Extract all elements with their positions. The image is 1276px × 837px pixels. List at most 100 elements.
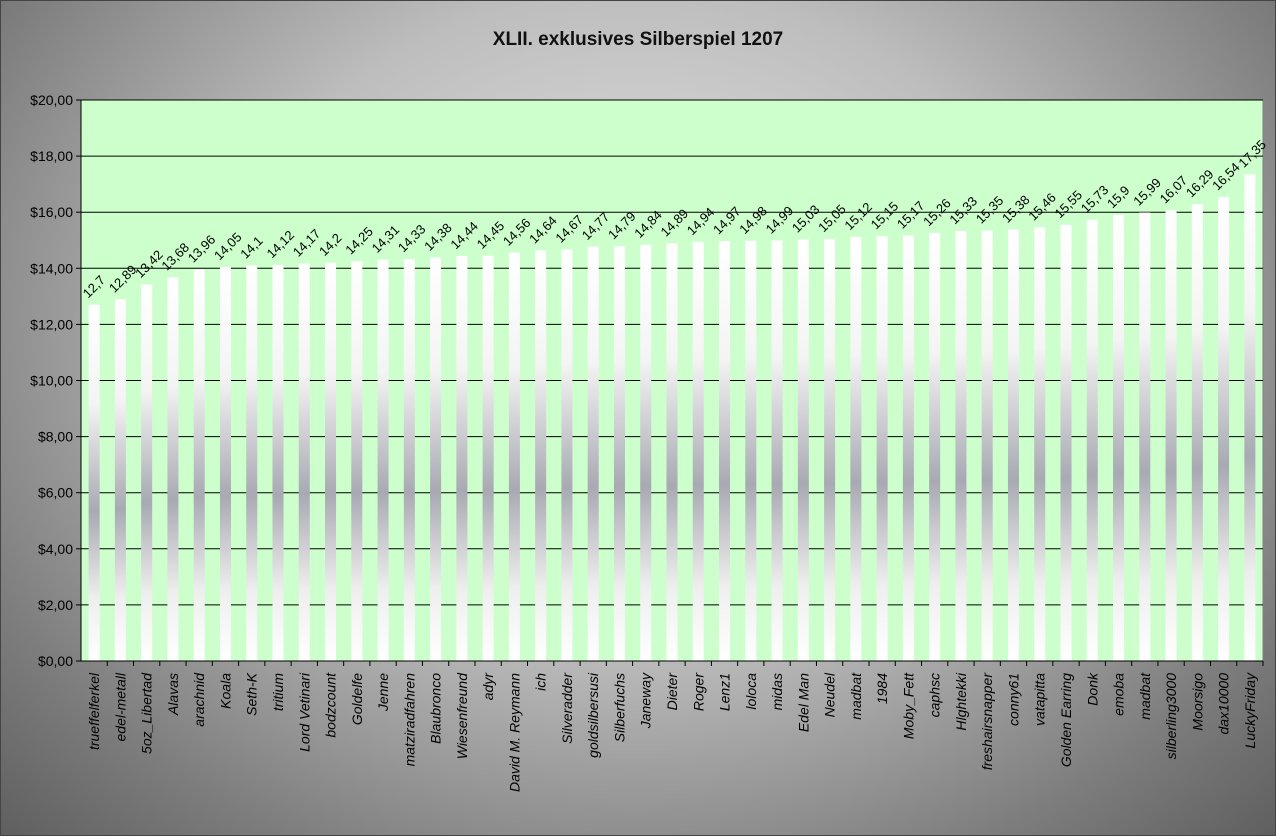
category-label: Golden Earring — [1058, 673, 1074, 767]
bar — [1139, 212, 1151, 661]
bar — [1218, 197, 1230, 662]
bar — [824, 238, 836, 661]
bar — [246, 265, 258, 661]
bar — [456, 255, 468, 661]
y-tick-label: $14,00 — [30, 260, 73, 276]
bar — [666, 243, 678, 661]
bar — [850, 236, 862, 661]
category-label: goldsilbersusi — [585, 672, 601, 758]
category-label: 1984 — [874, 673, 890, 704]
category-label: tritium — [270, 673, 286, 711]
category-label: caphsc — [927, 673, 943, 717]
category-label: Koala — [217, 673, 233, 709]
category-label: Silberfuchs — [611, 673, 627, 742]
bar — [692, 241, 704, 662]
bar — [325, 262, 337, 661]
bar — [114, 299, 126, 661]
category-label: emoba — [1111, 673, 1127, 716]
bar — [981, 230, 993, 661]
y-tick-label: $20,00 — [30, 92, 73, 108]
category-label: midas — [769, 673, 785, 710]
bar — [613, 246, 625, 661]
category-label: Hlghtekki — [953, 672, 969, 730]
category-label: madbat — [1137, 672, 1153, 720]
category-label: ich — [533, 673, 549, 691]
bar — [272, 264, 284, 661]
bar — [403, 259, 415, 661]
y-tick-label: $8,00 — [38, 429, 73, 445]
bar — [1113, 215, 1125, 661]
bar — [876, 236, 888, 662]
bar — [535, 250, 547, 661]
y-tick-label: $18,00 — [30, 148, 73, 164]
category-label: David M. Reymann — [506, 673, 522, 792]
category-label: Neudel — [822, 672, 838, 717]
bar — [167, 277, 179, 661]
category-label: silberling3000 — [1163, 673, 1179, 760]
bar — [1060, 224, 1072, 661]
bar — [640, 244, 652, 661]
bar — [1191, 204, 1203, 662]
category-label: trueffelferkel — [86, 672, 102, 750]
category-label: 5oz_Libertad — [139, 672, 155, 754]
y-tick-label: $2,00 — [38, 597, 73, 613]
category-label: vatapitta — [1032, 673, 1048, 726]
y-tick-label: $6,00 — [38, 485, 73, 501]
bar — [719, 241, 731, 662]
category-label: dax10000 — [1216, 673, 1232, 735]
y-tick-label: $0,00 — [38, 653, 73, 669]
category-label: bodzcount — [323, 672, 339, 738]
category-label: LuckyFriday — [1242, 672, 1258, 748]
chart-title: XLII. exklusives Silberspiel 1207 — [492, 29, 784, 50]
category-label: Lenz1 — [717, 673, 733, 711]
y-tick-label: $16,00 — [30, 204, 73, 220]
category-label: loloca — [743, 673, 759, 710]
bar — [1244, 174, 1256, 661]
bar — [797, 239, 809, 661]
bar — [1165, 210, 1177, 661]
bar — [745, 240, 757, 661]
category-label: Donk — [1084, 672, 1100, 706]
category-label: edel-metall — [112, 672, 128, 741]
category-label: adyr — [480, 672, 496, 701]
bars — [88, 174, 1256, 662]
category-label: Moby_Fett — [900, 672, 916, 739]
bar — [771, 240, 783, 661]
category-label: Silveradder — [559, 672, 575, 744]
category-label: Jenne — [375, 673, 391, 712]
bar — [1086, 219, 1098, 661]
bar — [219, 266, 231, 661]
bar — [561, 249, 573, 661]
bar — [1034, 227, 1046, 662]
bar — [508, 252, 520, 662]
category-label: Goldelfe — [349, 673, 365, 725]
bar — [193, 269, 205, 661]
y-tick-label: $12,00 — [30, 316, 73, 332]
category-label: Blaubronco — [428, 673, 444, 744]
bar — [351, 261, 363, 661]
category-label: freshairsnapper — [979, 672, 995, 771]
bar — [430, 257, 442, 661]
bar — [377, 259, 389, 661]
bar — [587, 246, 599, 661]
category-label: Moorsigo — [1189, 673, 1205, 731]
category-label: Seth-K — [244, 672, 260, 715]
category-label: madbat — [848, 672, 864, 720]
category-label: matziradfahren — [401, 673, 417, 767]
bar — [298, 263, 310, 661]
category-label: conny61 — [1005, 673, 1021, 726]
category-label: Alavas — [165, 673, 181, 716]
bar — [88, 304, 100, 661]
axes — [76, 99, 1264, 666]
bar — [955, 230, 967, 661]
y-tick-label: $10,00 — [30, 373, 73, 389]
category-label: Wiesenfreund — [454, 672, 470, 759]
bar — [929, 232, 941, 661]
category-label: Edel Man — [795, 673, 811, 732]
bar — [141, 284, 153, 661]
bar — [1007, 229, 1019, 661]
category-label: Janeway — [638, 672, 654, 729]
y-tick-label: $4,00 — [38, 541, 73, 557]
